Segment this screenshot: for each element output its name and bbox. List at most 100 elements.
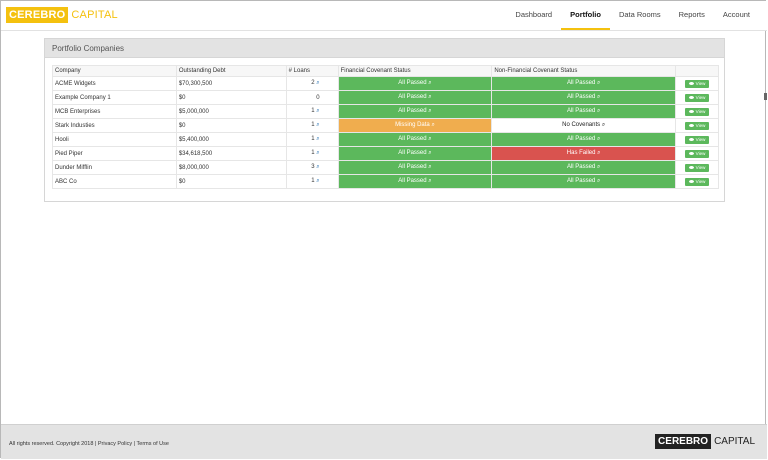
company-cell: MCB Enterprises xyxy=(52,104,177,119)
portfolio-panel: Portfolio Companies Company Outstanding … xyxy=(44,38,725,202)
search-icon: ⌕ xyxy=(428,150,432,156)
footer-logo: CEREBRO CAPITAL xyxy=(655,434,758,449)
loans-cell[interactable]: 3 ⌕ xyxy=(285,160,339,175)
search-icon: ⌕ xyxy=(431,122,435,128)
search-icon: ⌕ xyxy=(597,164,601,170)
search-icon[interactable]: ⌕ xyxy=(316,122,320,128)
search-icon[interactable]: ⌕ xyxy=(316,150,320,156)
footer-text: All rights reserved. Copyright 2018 | Pr… xyxy=(9,441,169,447)
table-row: Stark Industies $0 1 ⌕ Missing Data ⌕ No Cov… xyxy=(52,118,719,133)
view-button-label: View xyxy=(695,94,706,100)
nav-data-rooms[interactable]: Data Rooms xyxy=(618,10,661,19)
loans-cell[interactable]: 1 ⌕ xyxy=(285,174,339,189)
debt-cell: $5,000,000 xyxy=(175,104,287,119)
view-button[interactable]: View xyxy=(684,93,710,102)
loans-cell[interactable]: 1 ⌕ xyxy=(285,104,339,119)
company-cell: Stark Industies xyxy=(52,118,177,133)
main-nav: Dashboard Portfolio Data Rooms Reports A… xyxy=(506,1,759,31)
eye-icon xyxy=(688,81,694,85)
eye-icon xyxy=(688,123,694,127)
search-icon: ⌕ xyxy=(597,80,601,86)
loans-cell[interactable]: 1 ⌕ xyxy=(285,146,339,161)
view-button-label: View xyxy=(695,122,706,128)
nav-portfolio[interactable]: Portfolio xyxy=(561,1,610,30)
view-button-label: View xyxy=(695,136,706,142)
view-button-label: View xyxy=(695,108,706,114)
financial-status-cell[interactable]: Missing Data ⌕ xyxy=(337,118,493,133)
financial-status-cell[interactable]: All Passed ⌕ xyxy=(337,90,493,105)
nonfinancial-status-cell[interactable]: All Passed ⌕ xyxy=(491,174,677,189)
action-cell: View xyxy=(675,160,719,175)
footer-logo-part1: CEREBRO xyxy=(655,434,712,449)
nav-account[interactable]: Account xyxy=(722,10,750,19)
loans-cell[interactable]: 1 ⌕ xyxy=(285,132,339,147)
financial-status-cell[interactable]: All Passed ⌕ xyxy=(337,76,493,91)
view-button[interactable]: View xyxy=(684,135,710,144)
view-button[interactable]: View xyxy=(684,177,710,186)
financial-status-cell[interactable]: All Passed ⌕ xyxy=(337,174,493,189)
company-cell: Pied Piper xyxy=(52,146,177,161)
loans-count: 2 xyxy=(311,80,315,86)
financial-status-cell[interactable]: All Passed ⌕ xyxy=(337,160,493,175)
search-icon: ⌕ xyxy=(428,80,432,86)
search-icon: ⌕ xyxy=(601,122,606,128)
nonfinancial-status-label: All Passed xyxy=(566,94,596,100)
view-button[interactable]: View xyxy=(684,121,710,130)
loans-count: 1 xyxy=(311,108,315,114)
loans-count: 1 xyxy=(311,178,315,184)
eye-icon xyxy=(688,179,694,183)
financial-status-cell[interactable]: All Passed ⌕ xyxy=(337,146,493,161)
financial-status-label: All Passed xyxy=(398,150,427,156)
action-cell: View xyxy=(675,146,719,161)
debt-cell: $0 xyxy=(175,118,287,133)
nonfinancial-status-label: No Covenants xyxy=(562,122,601,128)
panel-title: Portfolio Companies xyxy=(45,39,724,58)
loans-cell[interactable]: 2 ⌕ xyxy=(285,76,339,91)
loans-count: 1 xyxy=(311,122,315,128)
footer-logo-part2: CAPITAL xyxy=(714,436,755,447)
nonfinancial-status-cell[interactable]: All Passed ⌕ xyxy=(491,90,677,105)
financial-status-cell[interactable]: All Passed ⌕ xyxy=(337,132,493,147)
loans-cell[interactable]: 1 ⌕ xyxy=(285,118,339,133)
search-icon[interactable]: ⌕ xyxy=(316,136,320,142)
financial-status-label: All Passed xyxy=(398,178,427,184)
view-button[interactable]: View xyxy=(684,163,710,172)
action-cell: View xyxy=(675,118,719,133)
nonfinancial-status-label: Has Failed xyxy=(566,150,596,156)
nonfinancial-status-cell[interactable]: Has Failed ⌕ xyxy=(491,146,677,161)
col-company: Company xyxy=(52,65,177,77)
company-cell: ACME Widgets xyxy=(52,76,177,91)
nav-dashboard[interactable]: Dashboard xyxy=(515,10,553,19)
view-button[interactable]: View xyxy=(684,149,710,158)
search-icon: ⌕ xyxy=(428,94,432,100)
table-header-row: Company Outstanding Debt # Loans Financi… xyxy=(52,65,719,77)
nonfinancial-status-label: All Passed xyxy=(566,178,596,184)
footer-separator: | xyxy=(133,441,136,447)
search-icon: ⌕ xyxy=(428,164,432,170)
nonfinancial-status-cell[interactable]: All Passed ⌕ xyxy=(491,160,677,175)
search-icon[interactable]: ⌕ xyxy=(316,178,320,184)
debt-cell: $8,000,000 xyxy=(175,160,287,175)
view-button[interactable]: View xyxy=(684,107,710,116)
search-icon[interactable]: ⌕ xyxy=(316,108,320,114)
search-icon: ⌕ xyxy=(428,136,432,142)
nonfinancial-status-cell[interactable]: All Passed ⌕ xyxy=(491,76,677,91)
table-row: Dunder Mifflin $8,000,000 3 ⌕ All Passed ⌕ A… xyxy=(52,160,719,175)
nonfinancial-status-cell[interactable]: All Passed ⌕ xyxy=(491,132,677,147)
view-button-label: View xyxy=(695,164,706,170)
action-cell: View xyxy=(675,90,719,105)
search-icon: ⌕ xyxy=(597,150,601,156)
nonfinancial-status-cell[interactable]: All Passed ⌕ xyxy=(491,104,677,119)
nonfinancial-status-label: All Passed xyxy=(566,80,596,86)
nav-reports[interactable]: Reports xyxy=(678,10,705,19)
nonfinancial-status-cell[interactable]: No Covenants ⌕ xyxy=(491,118,677,133)
action-cell: View xyxy=(675,174,719,189)
search-icon[interactable]: ⌕ xyxy=(316,164,320,170)
financial-status-cell[interactable]: All Passed ⌕ xyxy=(337,104,493,119)
view-button[interactable]: View xyxy=(684,79,710,88)
privacy-policy-link[interactable]: Privacy Policy xyxy=(97,441,133,447)
financial-status-label: Missing Data xyxy=(395,122,430,128)
brand-logo[interactable]: CEREBRO CAPITAL xyxy=(6,7,121,23)
search-icon[interactable]: ⌕ xyxy=(316,80,320,86)
terms-of-use-link[interactable]: Terms of Use xyxy=(136,441,169,447)
